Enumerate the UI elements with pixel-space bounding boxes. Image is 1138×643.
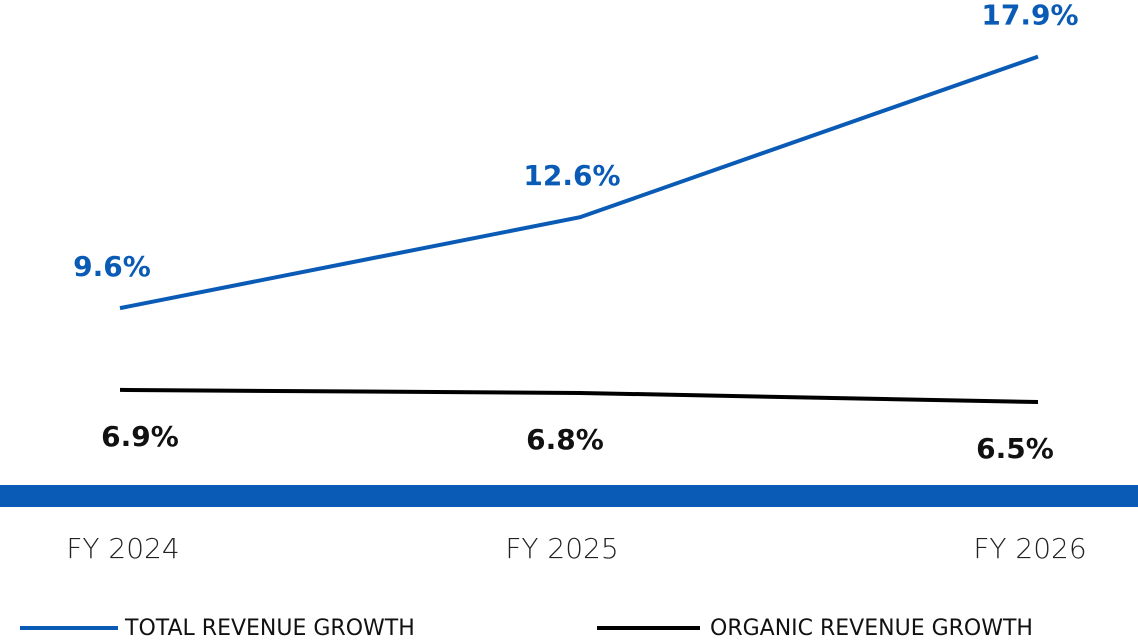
data-label: 12.6% xyxy=(523,159,620,192)
data-label: 17.9% xyxy=(981,0,1078,32)
x-tick-label: FY 2025 xyxy=(505,532,618,565)
data-label: 6.5% xyxy=(976,432,1054,465)
legend-label: TOTAL REVENUE GROWTH xyxy=(124,616,415,641)
x-tick-label: FY 2026 xyxy=(973,532,1086,565)
data-label: 6.9% xyxy=(101,420,179,453)
axis-band xyxy=(0,485,1138,507)
data-label: 6.8% xyxy=(526,423,604,456)
series-line xyxy=(119,54,1039,311)
x-tick-label: FY 2024 xyxy=(66,532,179,565)
legend-label: ORGANIC REVENUE GROWTH xyxy=(710,616,1033,641)
data-label: 9.6% xyxy=(73,250,151,283)
series-line xyxy=(119,387,1039,405)
